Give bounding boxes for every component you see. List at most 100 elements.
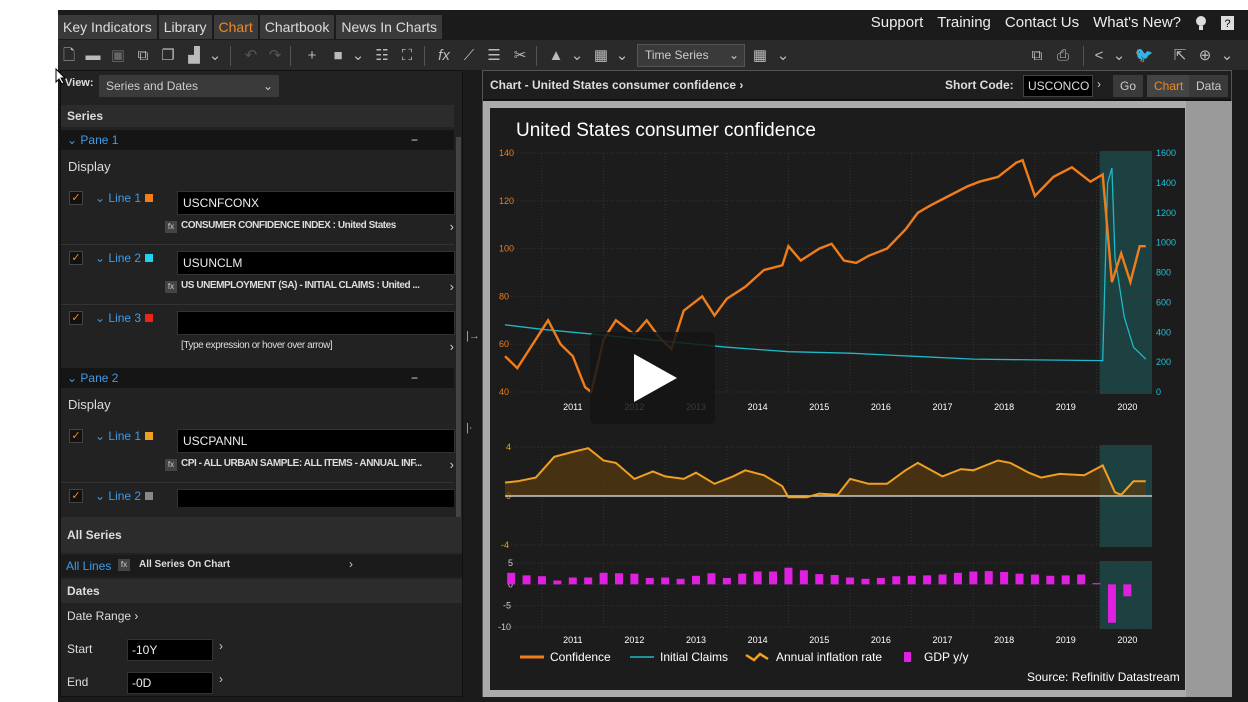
chevron-down-icon[interactable]: ⌄ <box>351 47 365 64</box>
function-icon[interactable]: fx <box>165 221 177 233</box>
tab-library[interactable]: Library <box>158 15 212 39</box>
chevron-down-icon[interactable]: ⌄ <box>208 47 222 64</box>
line-label[interactable]: ⌄ Line 3 <box>95 311 154 325</box>
series-code-input[interactable]: USUNCLM <box>177 251 455 275</box>
color-swatch[interactable] <box>145 314 154 322</box>
chevron-right-icon[interactable]: › <box>219 672 223 686</box>
whats-new-link[interactable]: What's New? <box>1093 14 1181 31</box>
chevron-right-icon[interactable]: › <box>449 339 454 354</box>
line-label[interactable]: ⌄ Line 2 <box>95 489 154 503</box>
all-lines-label[interactable]: All Lines <box>66 559 112 573</box>
line-label[interactable]: ⌄ Line 2 <box>95 251 154 265</box>
tab-chartbook[interactable]: Chartbook <box>259 15 335 39</box>
chart-view-button[interactable]: Chart <box>1147 75 1191 97</box>
function-icon[interactable]: fx <box>438 47 450 64</box>
scissors-icon[interactable]: ✂ <box>513 47 527 64</box>
series-code-input[interactable] <box>177 489 454 507</box>
line-label[interactable]: ⌄ Line 1 <box>95 191 154 205</box>
open-folder-icon[interactable]: ▬ <box>85 47 101 64</box>
print-icon[interactable]: ⎙ <box>1056 47 1069 64</box>
save-icon[interactable]: ▣ <box>110 47 126 64</box>
function-icon[interactable]: fx <box>165 459 177 471</box>
chevron-right-icon[interactable]: › <box>449 219 454 234</box>
all-lines-row[interactable]: All Lines fx All Series On Chart › <box>61 555 462 577</box>
fullscreen-icon[interactable]: ⛶ <box>401 47 413 64</box>
add-icon[interactable]: + <box>307 47 317 64</box>
training-link[interactable]: Training <box>937 14 991 31</box>
chevron-down-icon[interactable]: ⌄ <box>776 47 790 64</box>
chevron-right-icon[interactable]: › <box>349 557 353 571</box>
collapse-icon[interactable]: − <box>410 133 418 147</box>
line-checkbox[interactable]: ✓ <box>69 191 83 205</box>
line-checkbox[interactable]: ✓ <box>69 429 83 443</box>
color-swatch[interactable] <box>145 194 154 202</box>
tab-news-in-charts[interactable]: News In Charts <box>336 15 443 39</box>
line-row: ✓ ⌄ Line 1 USCPANNL fx CPI - ALL URBAN S… <box>61 427 455 483</box>
x-tick-label: 2016 <box>871 635 891 645</box>
line-checkbox[interactable]: ✓ <box>69 311 83 325</box>
series-type-select[interactable]: Time Series ⌄ <box>637 44 745 67</box>
start-input[interactable]: -10Y <box>127 639 213 661</box>
data-view-button[interactable]: Data <box>1189 75 1229 97</box>
x-tick-label: 2017 <box>932 402 952 412</box>
twitter-icon[interactable]: 🐦 <box>1134 47 1154 64</box>
short-code-input[interactable]: USCONCO <box>1023 75 1093 97</box>
series-code-input[interactable]: USCNFCONX <box>177 191 455 215</box>
expand-panel-icon[interactable]: |→ <box>466 330 480 342</box>
fill-icon[interactable]: ■ <box>333 47 343 64</box>
table-icon[interactable]: ▦ <box>593 47 609 64</box>
redo-icon[interactable]: ↷ <box>268 47 282 64</box>
lines-icon[interactable]: ☰ <box>487 47 501 64</box>
save-as-icon[interactable]: ⧉ <box>137 47 149 64</box>
trend-icon[interactable]: ⟋ <box>463 47 475 64</box>
help-icon[interactable]: ? <box>1221 15 1234 30</box>
color-swatch[interactable] <box>145 254 154 262</box>
go-button[interactable]: Go <box>1113 75 1144 97</box>
color-swatch[interactable] <box>145 432 154 440</box>
chart-title[interactable]: Chart - United States consumer confidenc… <box>490 78 744 92</box>
end-input[interactable]: -0D <box>127 672 213 694</box>
export-icon[interactable]: ⇱ <box>1173 47 1187 64</box>
line-label[interactable]: ⌄ Line 1 <box>95 429 154 443</box>
chevron-right-icon[interactable]: › <box>219 639 223 653</box>
tab-key-indicators[interactable]: Key Indicators <box>58 15 157 39</box>
chevron-down-icon[interactable]: ⌄ <box>570 47 584 64</box>
chevron-right-icon[interactable]: › <box>449 279 454 294</box>
layout-grid-icon[interactable]: ▦ <box>752 47 768 64</box>
pane-1-header[interactable]: ⌄ Pane 1− <box>61 130 454 150</box>
y-tick-left: 40 <box>499 387 509 397</box>
pane-2-header[interactable]: ⌄ Pane 2− <box>61 368 454 388</box>
tab-chart[interactable]: Chart <box>213 15 258 39</box>
view-select[interactable]: Series and Dates ⌄ <box>99 75 279 97</box>
brush-icon[interactable]: ▲ <box>548 47 564 64</box>
collapse-icon[interactable]: − <box>410 371 418 385</box>
share-icon[interactable]: < <box>1094 47 1104 64</box>
chevron-right-icon[interactable]: › <box>449 457 454 472</box>
chevron-right-icon[interactable]: › <box>1097 77 1101 91</box>
support-link[interactable]: Support <box>870 14 924 31</box>
function-icon[interactable]: fx <box>165 281 177 293</box>
copy-icon[interactable]: ❐ <box>161 47 175 64</box>
line-checkbox[interactable]: ✓ <box>69 489 83 503</box>
lightbulb-icon[interactable] <box>1195 15 1207 31</box>
series-code-input[interactable] <box>177 311 455 335</box>
function-icon[interactable]: fx <box>118 559 130 571</box>
copy-chart-icon[interactable]: ⧉ <box>1031 47 1043 64</box>
scrollbar[interactable] <box>456 137 461 517</box>
color-swatch[interactable] <box>145 492 154 500</box>
undo-icon[interactable]: ↶ <box>244 47 258 64</box>
line-checkbox[interactable]: ✓ <box>69 251 83 265</box>
new-icon[interactable]: 🗋 <box>62 47 76 64</box>
zoom-icon[interactable]: ⊕ <box>1198 47 1212 64</box>
gdp-bar <box>553 580 562 585</box>
chevron-down-icon[interactable]: ⌄ <box>615 47 629 64</box>
date-range-toggle[interactable]: Date Range › <box>67 609 139 623</box>
contact-us-link[interactable]: Contact Us <box>1004 14 1080 31</box>
chevron-down-icon[interactable]: ⌄ <box>1220 47 1234 64</box>
series-code-input[interactable]: USCPANNL <box>177 429 455 453</box>
columns-icon[interactable]: ☷ <box>375 47 389 64</box>
chevron-down-icon[interactable]: ⌄ <box>1112 47 1126 64</box>
chart-type-icon[interactable]: ▟ <box>188 47 200 64</box>
splitter-handle-icon[interactable]: |· <box>466 422 473 434</box>
video-play-button[interactable] <box>590 332 715 424</box>
